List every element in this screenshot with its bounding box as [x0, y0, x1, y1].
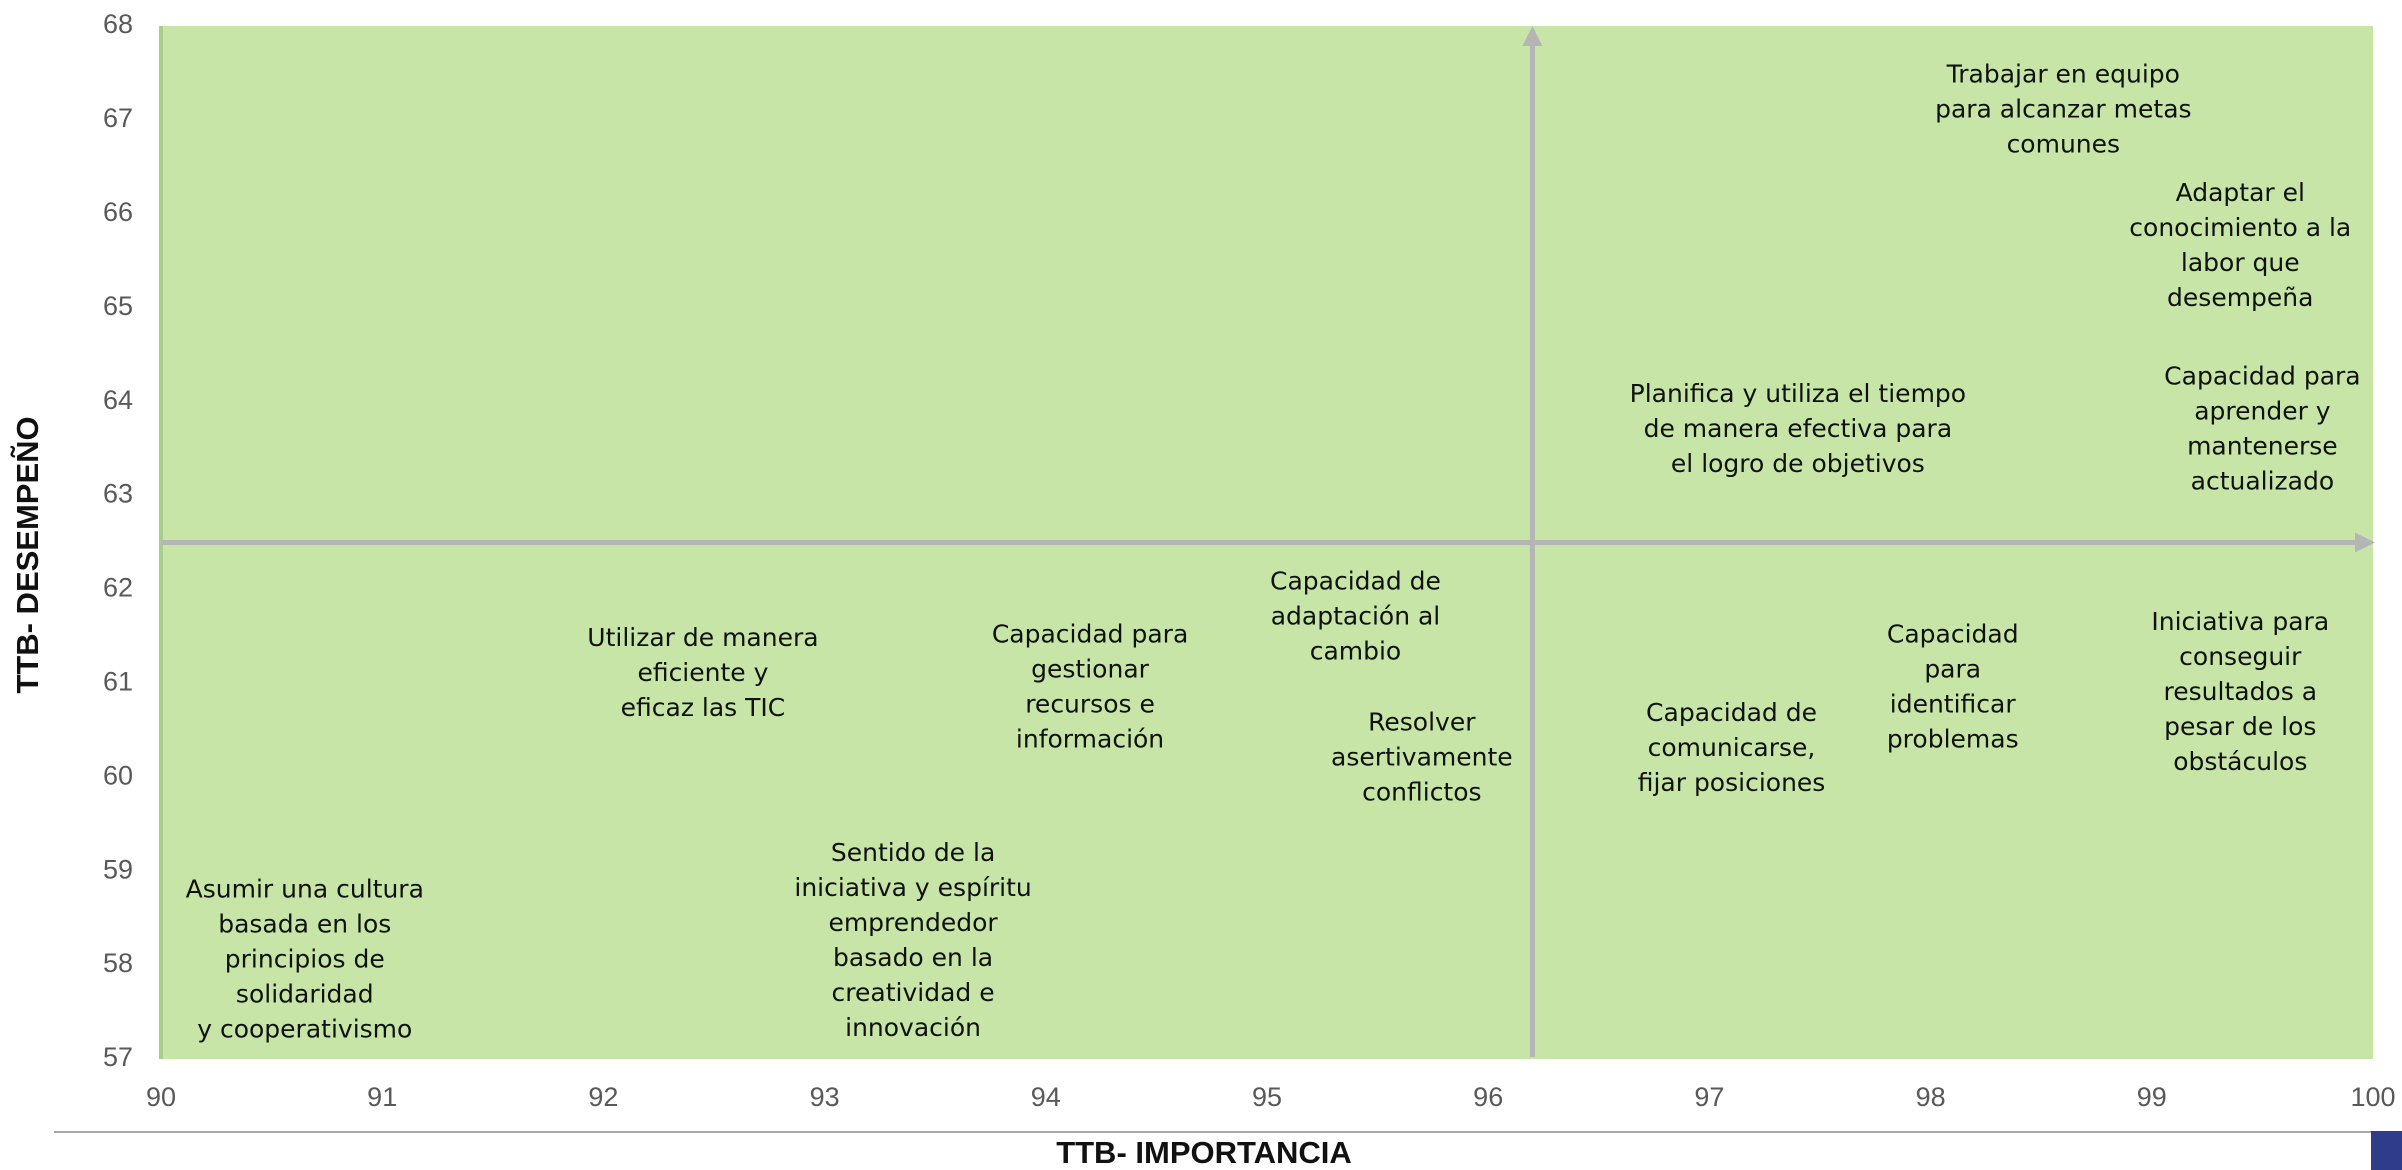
label-line: conseguir [2179, 642, 2302, 671]
label-line: comunicarse, [1648, 733, 1816, 762]
label-line: identificar [1890, 690, 2017, 719]
x-tick-label: 92 [588, 1082, 618, 1112]
label-line: eficaz las TIC [621, 693, 786, 722]
label-line: y cooperativismo [197, 1014, 412, 1043]
label-line: asertivamente [1331, 742, 1513, 771]
point-label: Sentido de la iniciativa y espíritu empren… [794, 838, 1031, 1042]
point-label: Utilizar de manera eficiente y eficaz las … [587, 623, 818, 722]
point-label: Capacidad de adaptación al cambio [1270, 567, 1441, 666]
point-label: Adaptar el conocimiento a la labor que dese… [2129, 178, 2351, 312]
label-line: para alcanzar metas [1935, 95, 2191, 124]
x-tick-label: 97 [1694, 1082, 1724, 1112]
x-tick-label: 98 [1916, 1082, 1946, 1112]
point-label: Capacidad para gestionar recursos e informa… [992, 620, 1188, 754]
label-line: adaptación al [1271, 602, 1441, 631]
point-label: Capacidad para aprender y mantenerse actual… [2164, 361, 2360, 495]
x-tick-label: 90 [146, 1082, 176, 1112]
label-line: cambio [1310, 637, 1402, 666]
point-label: Iniciativa para conseguir resultados a pesa… [2151, 607, 2329, 776]
label-line: para [1924, 655, 1981, 684]
y-tick-label: 62 [103, 573, 133, 603]
label-line: creatividad e [832, 978, 995, 1007]
label-line: fijar posiciones [1638, 768, 1826, 797]
label-line: eficiente y [637, 658, 768, 687]
y-axis-title: TTB- DESEMPEÑO [10, 416, 45, 693]
label-line: desempeña [2167, 283, 2313, 312]
label-line: Planifica y utiliza el tiempo [1630, 379, 1966, 408]
point-label: Planifica y utiliza el tiempo de manera e… [1630, 379, 1966, 478]
label-line: Utilizar de manera [587, 623, 818, 652]
label-line: Capacidad [1887, 620, 2019, 649]
label-line: Capacidad para [2164, 361, 2360, 390]
label-line: Capacidad de [1646, 698, 1817, 727]
label-line: labor que [2181, 248, 2300, 277]
x-tick-label: 95 [1252, 1082, 1282, 1112]
label-line: conflictos [1362, 777, 1481, 806]
point-label: Resolver asertivamente conflictos [1331, 707, 1513, 806]
x-tick-label: 96 [1473, 1082, 1503, 1112]
label-line: Resolver [1368, 707, 1476, 736]
label-line: el logro de objetivos [1671, 449, 1925, 478]
label-line: comunes [2007, 130, 2121, 159]
y-tick-label: 66 [103, 197, 133, 227]
label-line: recursos e [1025, 690, 1155, 719]
label-line: obstáculos [2173, 747, 2307, 776]
y-tick-label: 64 [103, 385, 133, 415]
label-line: mantenerse [2187, 431, 2338, 460]
point-label: Trabajar en equipo para alcanzar metas com… [1935, 60, 2191, 159]
label-line: Sentido de la [831, 838, 995, 867]
y-tick-label: 60 [103, 760, 133, 790]
x-tick-label: 100 [2350, 1082, 2395, 1112]
label-line: pesar de los [2164, 712, 2316, 741]
label-line: Capacidad de [1270, 567, 1441, 596]
label-line: Trabajar en equipo [1946, 60, 2180, 89]
label-line: innovación [845, 1013, 981, 1042]
label-line: basada en los [218, 909, 391, 938]
x-tick-label: 91 [367, 1082, 397, 1112]
label-line: Capacidad para [992, 620, 1188, 649]
corner-block [2371, 1131, 2402, 1170]
label-line: Iniciativa para [2151, 607, 2329, 636]
x-axis-title: TTB- IMPORTANCIA [1056, 1135, 1352, 1170]
y-tick-label: 67 [103, 103, 133, 133]
label-line: Asumir una cultura [186, 874, 424, 903]
label-line: problemas [1887, 725, 2019, 754]
label-line: principios de [225, 944, 385, 973]
label-line: aprender y [2194, 396, 2331, 425]
point-label: Capacidad para identificar problemas [1887, 620, 2019, 754]
label-line: actualizado [2191, 466, 2335, 495]
y-tick-label: 68 [103, 9, 133, 39]
y-tick-label: 61 [103, 666, 133, 696]
point-label: Asumir una cultura basada en los principio… [186, 874, 424, 1043]
label-line: información [1016, 725, 1164, 754]
x-tick-label: 94 [1031, 1082, 1061, 1112]
y-tick-label: 57 [103, 1042, 133, 1072]
label-line: Adaptar el [2176, 178, 2305, 207]
label-line: emprendedor [828, 908, 998, 937]
y-tick-label: 63 [103, 479, 133, 509]
label-line: gestionar [1031, 655, 1149, 684]
label-line: basado en la [833, 943, 993, 972]
label-line: de manera efectiva para [1644, 414, 1953, 443]
y-tick-label: 65 [103, 291, 133, 321]
label-line: resultados a [2164, 677, 2318, 706]
label-line: solidaridad [236, 979, 374, 1008]
x-tick-label: 99 [2137, 1082, 2167, 1112]
y-tick-label: 59 [103, 854, 133, 884]
label-line: conocimiento a la [2129, 213, 2351, 242]
x-tick-label: 93 [810, 1082, 840, 1112]
y-tick-label: 58 [103, 948, 133, 978]
point-label: Capacidad de comunicarse, fijar posiciones [1638, 698, 1826, 797]
label-line: iniciativa y espíritu [794, 873, 1031, 902]
